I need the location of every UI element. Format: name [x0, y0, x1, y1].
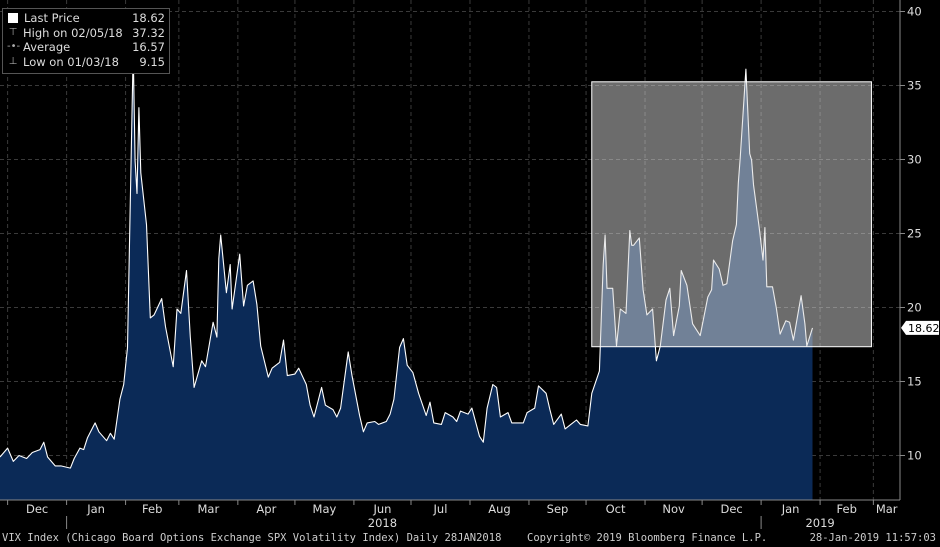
x-tick-label: Aug: [488, 502, 510, 516]
low-marker-icon: ⊥: [8, 55, 18, 67]
x-tick-label: May: [313, 502, 337, 516]
x-tick-label: Jan: [86, 502, 105, 516]
x-tick-label: Jun: [372, 502, 391, 516]
last-price-tag-label: 18.62: [908, 322, 940, 335]
y-tick-label: 25: [907, 227, 922, 241]
legend-value: 18.62: [132, 11, 165, 25]
legend-label: Low on 01/03/18: [23, 54, 119, 69]
average-line-icon: -•-: [7, 41, 21, 53]
series-area: [0, 51, 813, 500]
legend-box: Last Price 18.62 ⊤ High on 02/05/18 37.32…: [2, 8, 170, 74]
y-tick-label: 40: [907, 5, 922, 19]
y-tick-label: 15: [907, 375, 922, 389]
footer-bar: VIX Index (Chicago Board Options Exchang…: [0, 529, 940, 547]
y-tick-label: 30: [907, 153, 922, 167]
footer-description: VIX Index (Chicago Board Options Exchang…: [2, 532, 502, 544]
last-price-tag: [901, 320, 939, 335]
legend-item-low: ⊥ Low on 01/03/18 9.15: [7, 55, 165, 70]
year-label: 2019: [805, 516, 834, 530]
highlight-box: [591, 81, 872, 348]
x-tick-label: Nov: [662, 502, 685, 516]
footer-copyright: Copyright© 2019 Bloomberg Finance L.P.: [527, 532, 768, 544]
x-tick-label: Dec: [720, 502, 742, 516]
x-tick-label: Oct: [606, 502, 626, 516]
x-tick-label: Jan: [781, 502, 800, 516]
y-tick-label: 20: [907, 301, 922, 315]
legend-value: 16.57: [132, 40, 165, 55]
legend-label: Last Price: [24, 11, 80, 25]
legend-value: 37.32: [132, 25, 165, 40]
square-icon: [8, 13, 18, 24]
x-tick-label: Feb: [142, 502, 162, 516]
legend-item-high: ⊤ High on 02/05/18 37.32: [7, 26, 165, 41]
x-tick-label: Dec: [26, 502, 48, 516]
legend-label: Average: [23, 40, 71, 55]
high-marker-icon: ⊤: [8, 26, 18, 38]
x-tick-label: Sep: [547, 502, 569, 516]
x-tick-label: Feb: [837, 502, 857, 516]
legend-value: 9.15: [139, 54, 165, 69]
x-tick-label: Jul: [433, 502, 448, 516]
y-tick-label: 10: [907, 449, 922, 463]
y-tick-label: 35: [907, 79, 922, 93]
x-tick-label: Apr: [256, 502, 276, 516]
x-tick-label: Mar: [876, 502, 898, 516]
chart-overlay: [591, 81, 872, 348]
legend-item-last-price: Last Price 18.62: [7, 11, 165, 26]
footer-timestamp: 28-Jan-2019 11:57:03: [809, 532, 936, 544]
year-label: 2018: [368, 516, 397, 530]
legend-item-average: -•- Average 16.57: [7, 40, 165, 55]
legend-label: High on 02/05/18: [23, 25, 123, 40]
chart-axes: 10 15 20 25 30 35 40 18.62 Dec Jan Feb Mar Apr May Jun…: [0, 0, 940, 530]
x-tick-label: Mar: [197, 502, 219, 516]
